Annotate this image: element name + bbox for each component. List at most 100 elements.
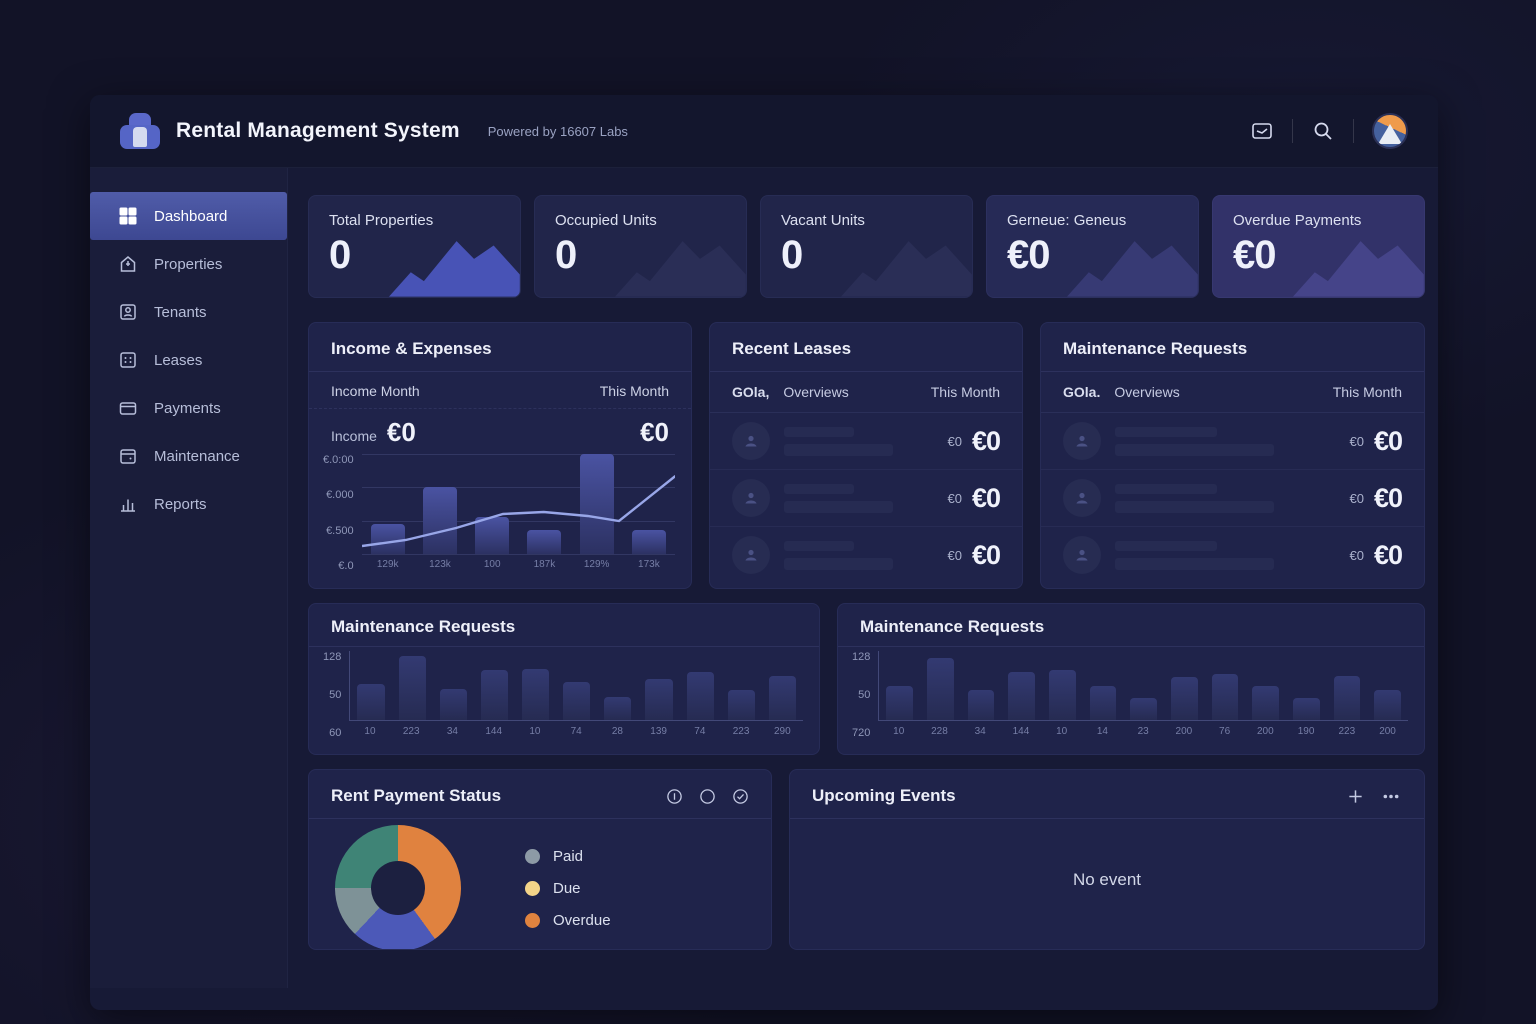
rent-payment-status-panel: Rent Payment Status — [308, 769, 772, 950]
check-circle-icon[interactable] — [732, 788, 749, 805]
person-icon — [1076, 492, 1088, 504]
messages-icon[interactable] — [1250, 119, 1274, 143]
payments-card-icon — [119, 402, 137, 415]
chart-plot — [349, 651, 803, 721]
x-axis-labels: 129k 123k 100 187k 129% 173k — [376, 559, 660, 570]
mountain-decoration — [841, 241, 972, 297]
lease-list-item[interactable]: €0 €0 — [710, 527, 1022, 583]
sidebar-item-label: Dashboard — [154, 207, 228, 225]
sidebar-item-label: Reports — [154, 495, 207, 513]
dashboard-grid-icon — [119, 207, 137, 225]
upcoming-events-panel: Upcoming Events No event — [789, 769, 1425, 950]
mountain-decoration — [389, 241, 520, 297]
mountain-decoration — [1293, 241, 1424, 297]
avatar-placeholder — [732, 422, 770, 460]
panel-title: Maintenance Requests — [331, 617, 516, 636]
sidebar-item-tenants[interactable]: Tenants — [90, 288, 287, 336]
person-icon — [1076, 549, 1088, 561]
lease-list-item[interactable]: €0 €0 — [710, 413, 1022, 470]
stat-card-occupied-units: Occupied Units 0 — [534, 195, 747, 298]
row-big-value: €0 — [971, 539, 1001, 570]
stat-label: Total Properties — [329, 212, 434, 229]
list-col-1: GOla, — [732, 384, 770, 400]
y-axis-labels: 128 50 720 — [852, 651, 871, 739]
stat-card-vacant-units: Vacant Units 0 — [760, 195, 973, 298]
income-expenses-chart: €.0:00 €.000 €.500 €.0 129k 123k 100 187k 129% 1… — [309, 450, 691, 580]
sidebar-item-properties[interactable]: Properties — [90, 240, 287, 288]
y-axis-labels: 128 50 60 — [323, 651, 342, 739]
income-col-left: Income Month — [331, 383, 420, 399]
chart-plot — [878, 651, 1408, 721]
panel-title: Income & Expenses — [331, 339, 492, 358]
user-avatar[interactable] — [1372, 113, 1408, 149]
row-small-value: €0 — [947, 490, 962, 506]
row-small-value: €0 — [1349, 433, 1364, 449]
maintenance-list-item[interactable]: €0 €0 — [1041, 470, 1424, 527]
sidebar-item-dashboard[interactable]: Dashboard — [90, 192, 287, 240]
mountain-decoration — [1067, 241, 1198, 297]
skeleton-text — [784, 483, 939, 513]
stat-value: 0 — [781, 233, 803, 277]
no-event-text: No event — [1072, 870, 1142, 889]
x-axis-labels: 10 228 34 144 10 14 23 200 76 200 190 223 200 — [893, 726, 1396, 737]
sidebar-item-maintenance[interactable]: Maintenance — [90, 432, 287, 480]
sidebar-item-label: Payments — [154, 399, 221, 417]
person-icon — [745, 435, 757, 447]
y-axis-labels: €.0:00 €.000 €.500 €.0 — [323, 454, 354, 572]
stat-value: 0 — [329, 233, 351, 277]
list-col-1: GOla. — [1063, 384, 1101, 400]
avatar-placeholder — [1063, 536, 1101, 574]
recent-leases-panel: Recent Leases GOla, Overviews This Month… — [709, 322, 1023, 589]
skeleton-text — [784, 426, 939, 456]
row-small-value: €0 — [947, 547, 962, 563]
add-event-icon[interactable] — [1347, 788, 1364, 805]
stat-label: Occupied Units — [555, 212, 657, 229]
legend-label: Due — [553, 879, 581, 897]
panel-title: Upcoming Events — [812, 786, 956, 805]
maintenance-bar-chart: 128 50 60 10 223 34 144 10 74 28 139 74 223 290 — [309, 647, 819, 747]
row-big-value: €0 — [1373, 539, 1403, 570]
maintenance-list-item[interactable]: €0 €0 — [1041, 413, 1424, 470]
mountain-decoration — [615, 241, 746, 297]
chart-plot — [361, 454, 675, 555]
income-row-right-value: €0 — [640, 417, 669, 447]
sidebar-item-reports[interactable]: Reports — [90, 480, 287, 528]
income-row-value: €0 — [386, 417, 416, 447]
list-col-3: This Month — [1332, 384, 1402, 400]
divider — [1353, 119, 1354, 143]
avatar-placeholder — [1063, 479, 1101, 517]
legend-label: Paid — [553, 847, 584, 865]
maintenance-calendar-icon — [120, 449, 136, 464]
sidebar: Dashboard Properties Tenants Leases — [90, 168, 288, 988]
stat-label: Gerneue: Geneus — [1007, 212, 1127, 229]
income-expenses-panel: Income & Expenses Income Month This Mont… — [308, 322, 692, 589]
stat-label: Overdue Payments — [1233, 212, 1362, 229]
avatar-placeholder — [732, 536, 770, 574]
skeleton-text — [1115, 426, 1341, 456]
sidebar-item-payments[interactable]: Payments — [90, 384, 287, 432]
circle-icon[interactable] — [699, 788, 716, 805]
tenant-icon — [120, 304, 136, 320]
sidebar-item-leases[interactable]: Leases — [90, 336, 287, 384]
skeleton-text — [784, 540, 939, 570]
top-bar: Rental Management System Powered by 1660… — [90, 95, 1438, 168]
panel-title: Maintenance Requests — [860, 617, 1045, 636]
legend-swatch — [525, 880, 540, 896]
donut-legend: Paid Due Overdue — [525, 848, 611, 929]
income-col-right: This Month — [599, 383, 669, 399]
sidebar-item-label: Tenants — [154, 303, 207, 321]
stat-card-total-properties: Total Properties 0 — [308, 195, 521, 298]
avatar-placeholder — [1063, 422, 1101, 460]
more-options-icon[interactable] — [1380, 788, 1402, 805]
list-col-2: Overviews — [1114, 384, 1180, 400]
maintenance-requests-list-panel: Maintenance Requests GOla. Overviews Thi… — [1040, 322, 1425, 589]
maintenance-requests-chart-panel-right: Maintenance Requests 128 50 720 10 228 34 144… — [837, 603, 1425, 755]
lease-list-item[interactable]: €0 €0 — [710, 470, 1022, 527]
legend-swatch — [525, 912, 540, 928]
info-icon[interactable] — [666, 788, 683, 805]
avatar-placeholder — [732, 479, 770, 517]
legend-item-overdue: Overdue — [525, 912, 611, 929]
maintenance-list-item[interactable]: €0 €0 — [1041, 527, 1424, 583]
search-icon[interactable] — [1311, 119, 1335, 143]
reports-chart-icon — [121, 499, 135, 512]
